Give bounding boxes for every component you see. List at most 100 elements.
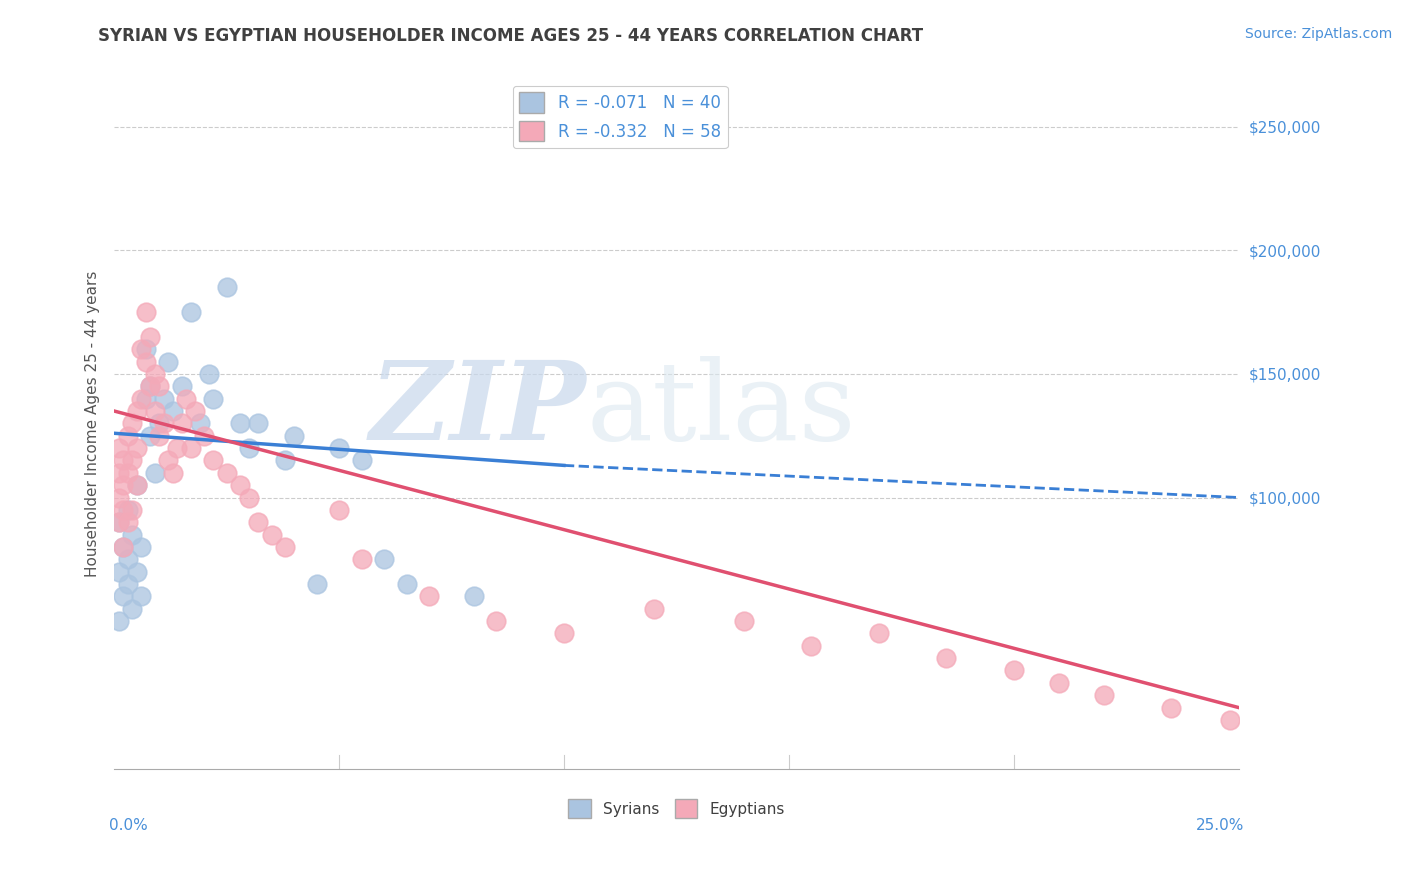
Text: SYRIAN VS EGYPTIAN HOUSEHOLDER INCOME AGES 25 - 44 YEARS CORRELATION CHART: SYRIAN VS EGYPTIAN HOUSEHOLDER INCOME AG… [98,27,924,45]
Point [1219,713,1241,727]
Point [125,565,148,579]
Point [247,515,270,529]
Point [121,527,143,541]
Point [193,428,215,442]
Point [202,453,225,467]
Point [260,527,283,541]
Point [197,367,219,381]
Point [112,590,135,604]
Legend: Syrians, Egyptians: Syrians, Egyptians [561,793,792,824]
Point [125,478,148,492]
Point [117,515,139,529]
Point [152,417,174,431]
Point [733,614,755,628]
Point [373,552,395,566]
Point [283,428,305,442]
Point [202,392,225,406]
Point [174,392,197,406]
Point [121,601,143,615]
Point [143,367,166,381]
Text: 0.0%: 0.0% [108,818,148,833]
Point [180,305,202,319]
Point [107,466,129,480]
Point [1047,676,1070,690]
Point [117,552,139,566]
Point [112,540,135,554]
Point [229,417,252,431]
Point [188,417,211,431]
Point [135,343,157,357]
Point [305,577,328,591]
Point [180,441,202,455]
Point [107,515,129,529]
Text: 25.0%: 25.0% [1197,818,1244,833]
Point [157,453,180,467]
Point [463,590,485,604]
Point [125,478,148,492]
Point [117,428,139,442]
Point [170,379,193,393]
Text: atlas: atlas [586,356,856,463]
Text: ZIP: ZIP [370,356,586,463]
Point [107,614,129,628]
Point [935,651,957,665]
Point [800,639,823,653]
Point [125,441,148,455]
Point [350,453,373,467]
Point [148,428,170,442]
Point [395,577,418,591]
Point [328,503,350,517]
Point [117,503,139,517]
Point [129,540,152,554]
Point [162,404,184,418]
Point [107,491,129,505]
Point [184,404,207,418]
Point [170,417,193,431]
Point [215,280,238,294]
Point [166,441,188,455]
Point [215,466,238,480]
Text: Source: ZipAtlas.com: Source: ZipAtlas.com [1244,27,1392,41]
Point [121,417,143,431]
Point [129,343,152,357]
Point [274,453,297,467]
Y-axis label: Householder Income Ages 25 - 44 years: Householder Income Ages 25 - 44 years [86,270,100,576]
Point [247,417,270,431]
Point [143,466,166,480]
Point [117,466,139,480]
Point [112,540,135,554]
Point [643,601,665,615]
Point [139,379,162,393]
Point [112,503,135,517]
Point [350,552,373,566]
Point [148,379,170,393]
Point [418,590,440,604]
Point [107,441,129,455]
Point [148,417,170,431]
Point [107,565,129,579]
Point [125,404,148,418]
Point [485,614,508,628]
Point [553,626,575,640]
Point [129,392,152,406]
Point [135,305,157,319]
Point [274,540,297,554]
Point [135,354,157,368]
Point [238,441,260,455]
Point [139,330,162,344]
Point [157,354,180,368]
Point [112,453,135,467]
Point [229,478,252,492]
Point [117,577,139,591]
Point [162,466,184,480]
Point [152,392,174,406]
Point [1160,700,1182,714]
Point [107,515,129,529]
Point [121,453,143,467]
Point [129,590,152,604]
Point [1092,688,1115,702]
Point [143,404,166,418]
Point [121,503,143,517]
Point [139,379,162,393]
Point [1002,664,1025,678]
